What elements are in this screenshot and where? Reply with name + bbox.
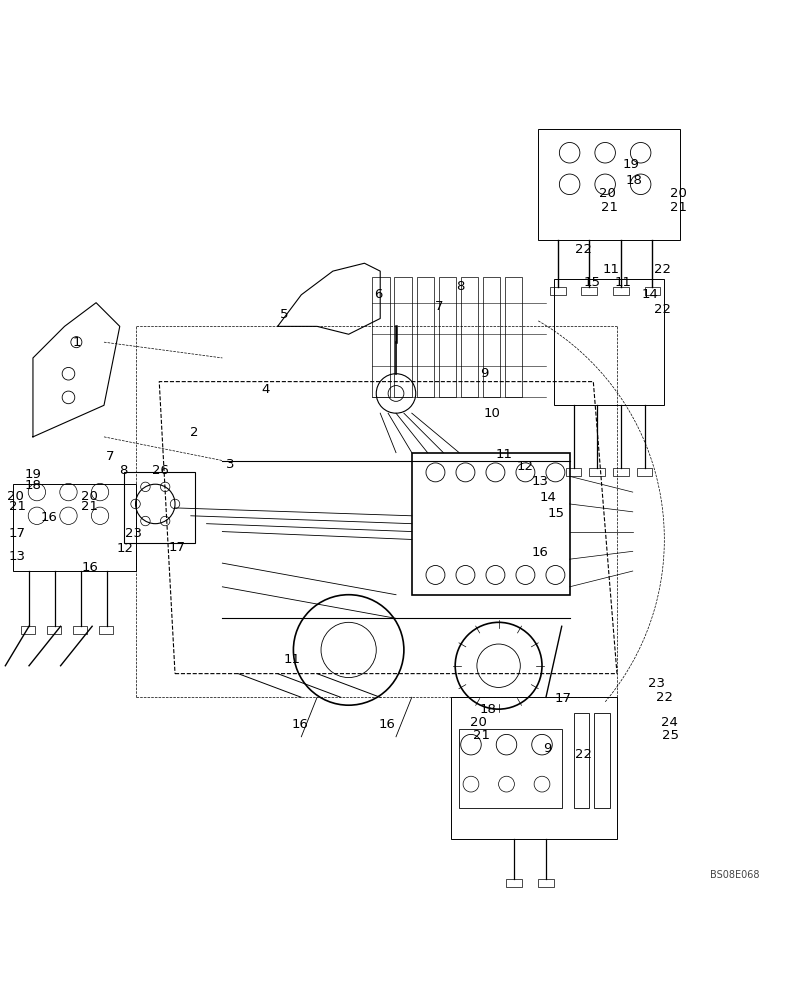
Bar (550, 287, 565, 295)
Text: 16: 16 (291, 718, 308, 731)
Bar (613, 468, 629, 476)
Bar (581, 287, 597, 295)
Text: 6: 6 (375, 288, 383, 301)
Bar (13, 484, 135, 571)
Text: 9: 9 (543, 742, 552, 755)
Text: 16: 16 (82, 561, 98, 574)
Bar (554, 279, 664, 405)
Bar (459, 729, 562, 808)
Text: 2: 2 (191, 426, 199, 439)
Text: 3: 3 (226, 458, 234, 471)
Text: 23: 23 (124, 527, 142, 540)
Text: 15: 15 (583, 276, 600, 289)
Text: 8: 8 (120, 464, 128, 477)
Bar (637, 468, 653, 476)
Text: 21: 21 (473, 729, 489, 742)
Bar (412, 453, 569, 595)
Bar (372, 277, 390, 397)
Bar (461, 277, 478, 397)
Text: 5: 5 (280, 308, 288, 321)
Text: 18: 18 (480, 703, 497, 716)
Text: 18: 18 (625, 174, 642, 187)
Text: 12: 12 (116, 542, 134, 555)
Text: 24: 24 (661, 716, 678, 729)
Text: 19: 19 (623, 158, 640, 171)
Bar (573, 713, 589, 808)
Bar (505, 277, 522, 397)
Bar (507, 879, 522, 887)
Text: 20: 20 (670, 187, 687, 200)
Text: 17: 17 (9, 527, 25, 540)
Text: 14: 14 (642, 288, 659, 301)
Text: 17: 17 (555, 692, 572, 705)
Bar (417, 277, 434, 397)
Bar (565, 468, 581, 476)
Text: 11: 11 (615, 276, 632, 289)
Text: 26: 26 (152, 464, 169, 477)
Text: 19: 19 (25, 468, 41, 481)
Text: 11: 11 (496, 448, 512, 461)
Text: 23: 23 (648, 677, 665, 690)
Bar (538, 129, 680, 240)
Text: 21: 21 (82, 500, 98, 513)
Bar (594, 713, 610, 808)
Bar (538, 879, 554, 887)
Text: 22: 22 (575, 243, 592, 256)
Bar (439, 277, 456, 397)
Text: BS08E068: BS08E068 (710, 870, 759, 880)
Text: 1: 1 (72, 336, 81, 349)
Bar (21, 626, 36, 634)
Text: 16: 16 (40, 511, 57, 524)
Text: 13: 13 (531, 475, 548, 488)
Text: 17: 17 (168, 541, 185, 554)
Text: 20: 20 (599, 187, 616, 200)
Text: 14: 14 (540, 491, 557, 504)
Text: 7: 7 (435, 300, 444, 313)
Text: 22: 22 (654, 263, 672, 276)
Text: 21: 21 (670, 201, 687, 214)
Text: 16: 16 (531, 546, 548, 559)
Text: 22: 22 (654, 303, 672, 316)
Text: 10: 10 (484, 407, 501, 420)
Bar (451, 697, 617, 839)
Text: 8: 8 (456, 280, 465, 293)
Bar (99, 626, 113, 634)
Bar (613, 287, 629, 295)
Bar (645, 287, 661, 295)
Text: 15: 15 (548, 507, 565, 520)
Text: 11: 11 (603, 263, 620, 276)
Bar (589, 468, 605, 476)
Text: 9: 9 (480, 367, 489, 380)
Text: 13: 13 (9, 550, 25, 563)
Text: 7: 7 (106, 450, 115, 463)
Text: 22: 22 (575, 748, 592, 761)
Text: 20: 20 (7, 490, 24, 503)
Text: 16: 16 (378, 718, 395, 731)
Text: 4: 4 (261, 383, 270, 396)
Text: 12: 12 (516, 460, 533, 473)
Text: 21: 21 (9, 500, 25, 513)
Text: 20: 20 (82, 490, 98, 503)
Bar (394, 277, 412, 397)
Bar (48, 626, 61, 634)
Text: 20: 20 (470, 716, 487, 729)
Bar (73, 626, 87, 634)
Text: 22: 22 (656, 691, 673, 704)
Bar (124, 472, 195, 543)
Text: 21: 21 (600, 201, 618, 214)
Text: 18: 18 (25, 479, 41, 492)
Bar (483, 277, 501, 397)
Text: 25: 25 (662, 729, 680, 742)
Text: 11: 11 (284, 653, 300, 666)
